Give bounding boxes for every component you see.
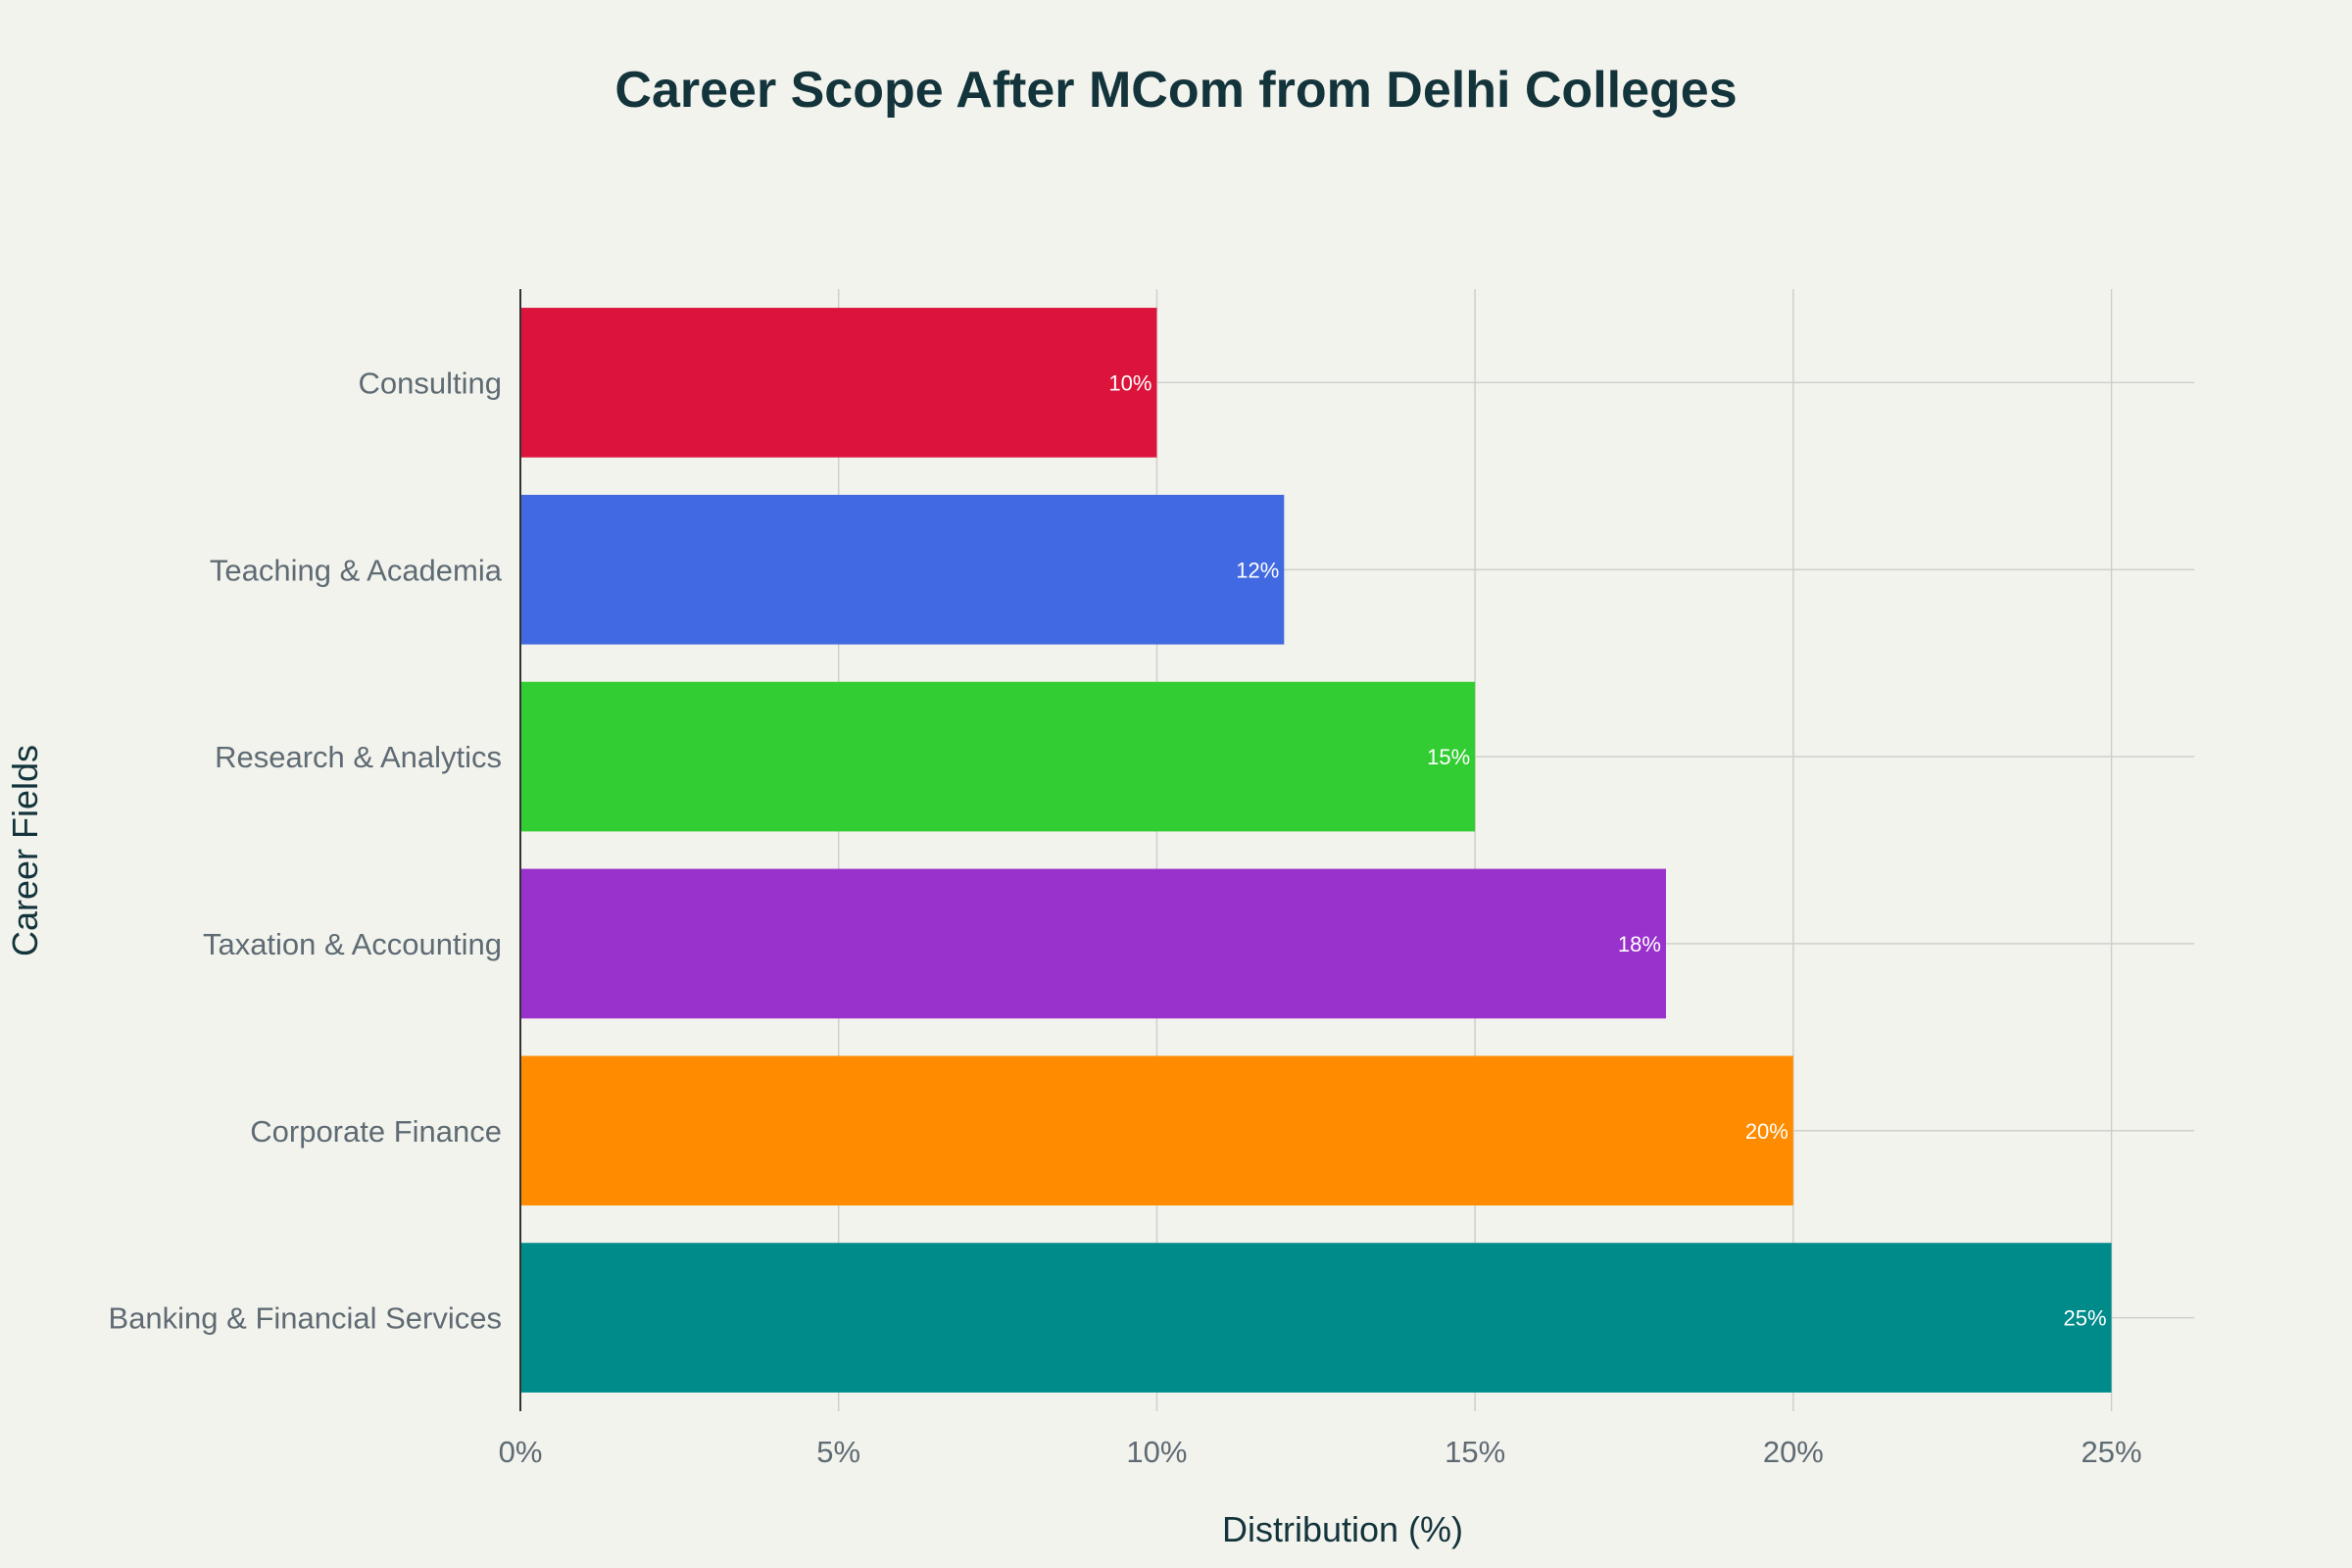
x-tick-label: 20% — [1763, 1435, 1824, 1469]
bar-research-analytics — [520, 681, 1476, 832]
y-tick-label: Research & Analytics — [215, 740, 502, 774]
x-tick-label: 25% — [2082, 1435, 2142, 1469]
y-tick-label: Taxation & Accounting — [203, 927, 502, 961]
y-tick-label: Teaching & Academia — [210, 553, 503, 587]
bar-taxation-accounting — [520, 868, 1666, 1019]
data-label: 20% — [1745, 1119, 1788, 1144]
bar-teaching-academia — [520, 494, 1285, 645]
y-tick-label: Banking & Financial Services — [109, 1301, 502, 1336]
bar-corporate-finance — [520, 1055, 1793, 1206]
x-tick-label: 10% — [1126, 1435, 1187, 1469]
chart-title: Career Scope After MCom from Delhi Colle… — [614, 62, 1738, 119]
x-axis-title: Distribution (%) — [1222, 1509, 1463, 1549]
x-tick-label: 15% — [1445, 1435, 1505, 1469]
data-label: 18% — [1618, 932, 1661, 956]
bar-banking-financial-services — [520, 1243, 2112, 1393]
x-tick-label: 0% — [499, 1435, 543, 1469]
y-tick-label: Corporate Finance — [250, 1114, 502, 1149]
data-label: 12% — [1236, 558, 1279, 582]
data-label: 25% — [2064, 1306, 2107, 1331]
data-label: 15% — [1427, 745, 1470, 769]
data-label: 10% — [1108, 370, 1152, 395]
bar-consulting — [520, 308, 1157, 458]
x-tick-label: 5% — [816, 1435, 860, 1469]
y-tick-label: Consulting — [359, 366, 502, 400]
y-axis-title: Career Fields — [5, 745, 45, 956]
